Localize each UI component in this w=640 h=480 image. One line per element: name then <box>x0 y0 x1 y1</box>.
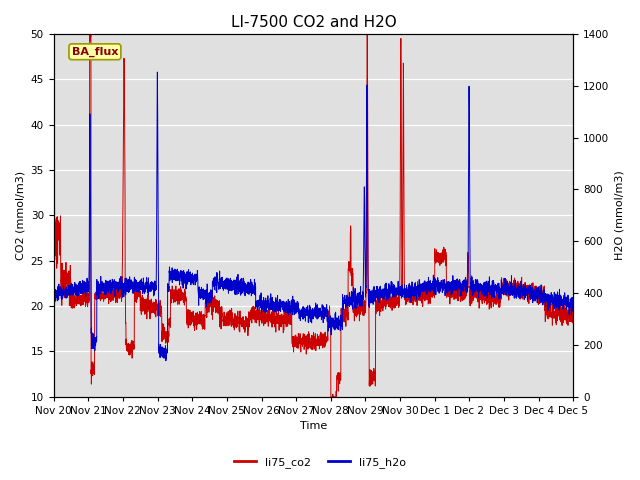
Title: LI-7500 CO2 and H2O: LI-7500 CO2 and H2O <box>230 15 396 30</box>
Text: BA_flux: BA_flux <box>72 47 118 57</box>
Y-axis label: CO2 (mmol/m3): CO2 (mmol/m3) <box>15 171 25 260</box>
Y-axis label: H2O (mmol/m3): H2O (mmol/m3) <box>615 170 625 260</box>
X-axis label: Time: Time <box>300 421 327 432</box>
Legend: li75_co2, li75_h2o: li75_co2, li75_h2o <box>230 452 410 472</box>
